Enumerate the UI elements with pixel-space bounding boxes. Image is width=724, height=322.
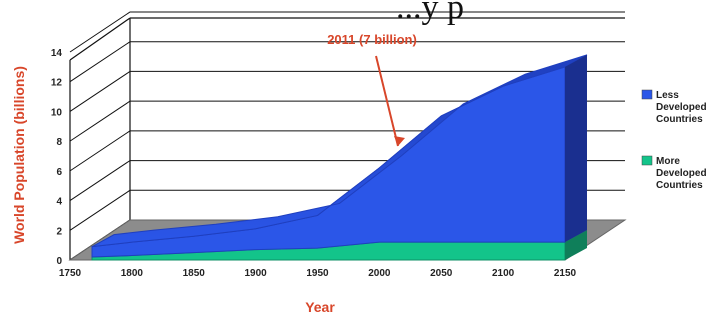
x-tick-label: 1800 — [121, 268, 144, 279]
x-tick-label: 2000 — [368, 268, 391, 279]
legend-label: Developed — [656, 102, 707, 113]
gridline-8 — [69, 100, 625, 142]
legend-label: Countries — [656, 180, 703, 191]
y-tick-label: 12 — [51, 78, 63, 89]
x-tick-label: 1950 — [306, 268, 329, 279]
y-axis-label: World Population (billions) — [11, 66, 27, 244]
x-tick-label: 2100 — [492, 268, 515, 279]
x-tick-label: 1900 — [245, 268, 268, 279]
area-less-developed-top — [91, 54, 588, 248]
gridline-12 — [69, 41, 625, 83]
legend-label: More — [656, 156, 680, 167]
y-tick-label: 10 — [51, 107, 63, 118]
annotation-text: 2011 (7 billion) — [327, 32, 417, 47]
chart-title-fragment: ...y p — [396, 0, 464, 26]
legend-label: Countries — [656, 114, 703, 125]
x-tick-label: 2050 — [430, 268, 453, 279]
area-less-developed-side — [565, 54, 587, 243]
annotation-arrow-line — [375, 55, 399, 147]
area-more-developed-side — [565, 230, 587, 260]
legend-swatch — [641, 155, 653, 166]
y-tick-label: 0 — [56, 256, 62, 267]
legend-label: Developed — [656, 168, 707, 179]
legend-swatch — [641, 89, 653, 100]
legend-label: Less — [656, 90, 679, 101]
y-tick-label: 2 — [56, 226, 62, 237]
y-tick-label: 8 — [56, 137, 62, 148]
x-tick-label: 1750 — [59, 268, 82, 279]
y-tick-label: 6 — [56, 167, 62, 178]
x-tick-label: 2150 — [554, 268, 577, 279]
y-tick-label: 14 — [51, 48, 63, 59]
gridline-14 — [69, 11, 625, 53]
x-axis-label: Year — [305, 299, 335, 315]
y-tick-label: 4 — [56, 197, 62, 208]
gridline-10 — [69, 70, 625, 112]
side-top-edge — [69, 17, 131, 61]
x-tick-label: 1850 — [183, 268, 206, 279]
annotation-arrow-head — [393, 136, 405, 146]
